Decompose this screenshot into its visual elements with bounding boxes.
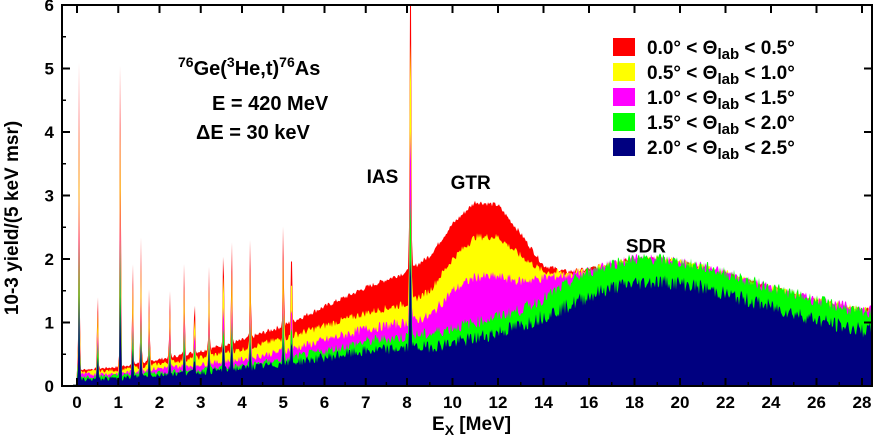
reaction-core-2: He,t): [235, 58, 279, 80]
legend-entry: 0.0° < Θlab < 0.5°: [647, 38, 795, 63]
reaction-label: 76Ge(3He,t)76As: [178, 54, 320, 80]
x-axis-title-unit: [MeV]: [454, 414, 511, 435]
x-axis-title: EX [MeV]: [432, 414, 511, 438]
series-area-1: [73, 259, 872, 386]
x-axis-title-main: E: [432, 414, 445, 435]
x-tick-label: 24: [762, 393, 781, 412]
legend-entry: 0.5° < Θlab < 1.0°: [647, 63, 795, 88]
legend-swatch: [613, 113, 635, 131]
legend-swatch: [613, 138, 635, 156]
peak-label-sdr: SDR: [626, 237, 666, 258]
legend-swatch: [613, 88, 635, 106]
legend: 0.0° < Θlab < 0.5°0.5° < Θlab < 1.0°1.0°…: [613, 38, 795, 163]
x-tick-label: 7: [361, 393, 370, 412]
reaction-mass-1: 76: [178, 54, 194, 70]
x-tick-label: 10: [443, 393, 462, 412]
x-tick-label: 14: [534, 393, 553, 412]
x-tick-label: 22: [716, 393, 735, 412]
y-tick-label: 0: [45, 377, 54, 396]
reaction-mass-3: 76: [279, 54, 295, 70]
y-axis-title: 10-3 yield/(5 keV msr): [2, 121, 23, 315]
y-tick-label: 1: [45, 314, 54, 333]
x-tick-label: 4: [237, 393, 247, 412]
x-tick-label: 1: [114, 393, 123, 412]
y-tick-label: 5: [45, 60, 54, 79]
legend-swatch: [613, 38, 635, 56]
x-tick-label: 3: [196, 393, 205, 412]
x-tick-label: 28: [853, 393, 872, 412]
y-tick-label: 6: [45, 0, 54, 15]
y-tick-label: 3: [45, 187, 54, 206]
peak-label-gtr: GTR: [451, 173, 491, 194]
y-tick-label: 4: [45, 123, 55, 142]
x-tick-label: 12: [489, 393, 508, 412]
x-tick-label: 5: [279, 393, 288, 412]
y-tick-label: 2: [45, 250, 54, 269]
x-tick-label: 0: [72, 393, 81, 412]
legend-entry: 1.0° < Θlab < 1.5°: [647, 88, 795, 113]
reaction-product: As: [295, 58, 321, 80]
x-axis-title-sub: X: [445, 422, 455, 438]
x-tick-label: 2: [155, 393, 164, 412]
x-tick-label: 26: [807, 393, 826, 412]
beam-energy-label: E = 420 MeV: [212, 93, 329, 115]
x-tick-label: 18: [625, 393, 644, 412]
legend-entry: 1.5° < Θlab < 2.0°: [647, 113, 795, 138]
peak-label-ias: IAS: [367, 167, 399, 188]
reaction-mass-2: 3: [227, 54, 235, 70]
x-tick-label: 8: [402, 393, 411, 412]
reaction-core: Ge(: [194, 58, 228, 80]
x-tick-label: 16: [580, 393, 599, 412]
legend-entry: 2.0° < Θlab < 2.5°: [647, 138, 795, 163]
legend-swatch: [613, 63, 635, 81]
resolution-label: ΔE = 30 keV: [196, 122, 311, 144]
x-tick-label: 20: [671, 393, 690, 412]
x-tick-label: 6: [320, 393, 329, 412]
